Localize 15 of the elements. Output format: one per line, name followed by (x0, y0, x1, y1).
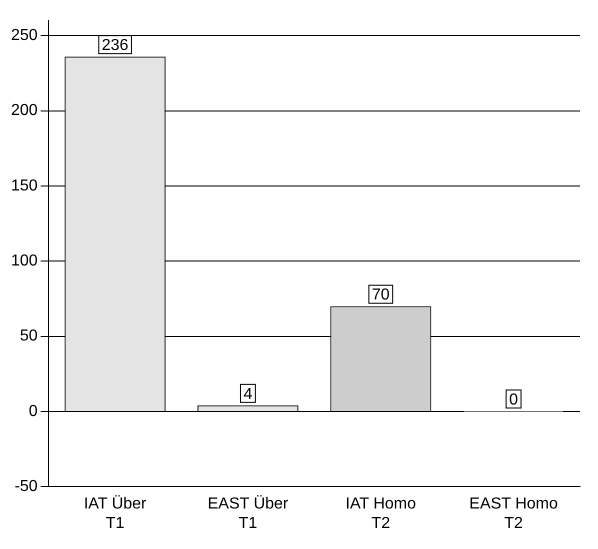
y-tick-label: -50 (14, 478, 38, 496)
data-label: 0 (509, 391, 518, 408)
data-label: 236 (102, 37, 129, 54)
y-tick-label: 50 (20, 328, 38, 345)
x-tick-label: EAST Homo T2 (469, 496, 558, 532)
y-tick-label: 200 (10, 102, 38, 120)
x-tick-label: IAT Homo T2 (345, 496, 416, 532)
y-tick-label: 150 (10, 177, 38, 194)
x-tick-label: IAT Über T1 (84, 494, 148, 532)
x-tick-label: EAST Über T1 (208, 494, 289, 532)
y-tick-label: 0 (28, 402, 38, 420)
y-tick-label: 100 (10, 252, 38, 270)
y-tick-label: 250 (10, 27, 38, 44)
data-label: 70 (372, 286, 390, 304)
data-label: 4 (243, 386, 252, 403)
